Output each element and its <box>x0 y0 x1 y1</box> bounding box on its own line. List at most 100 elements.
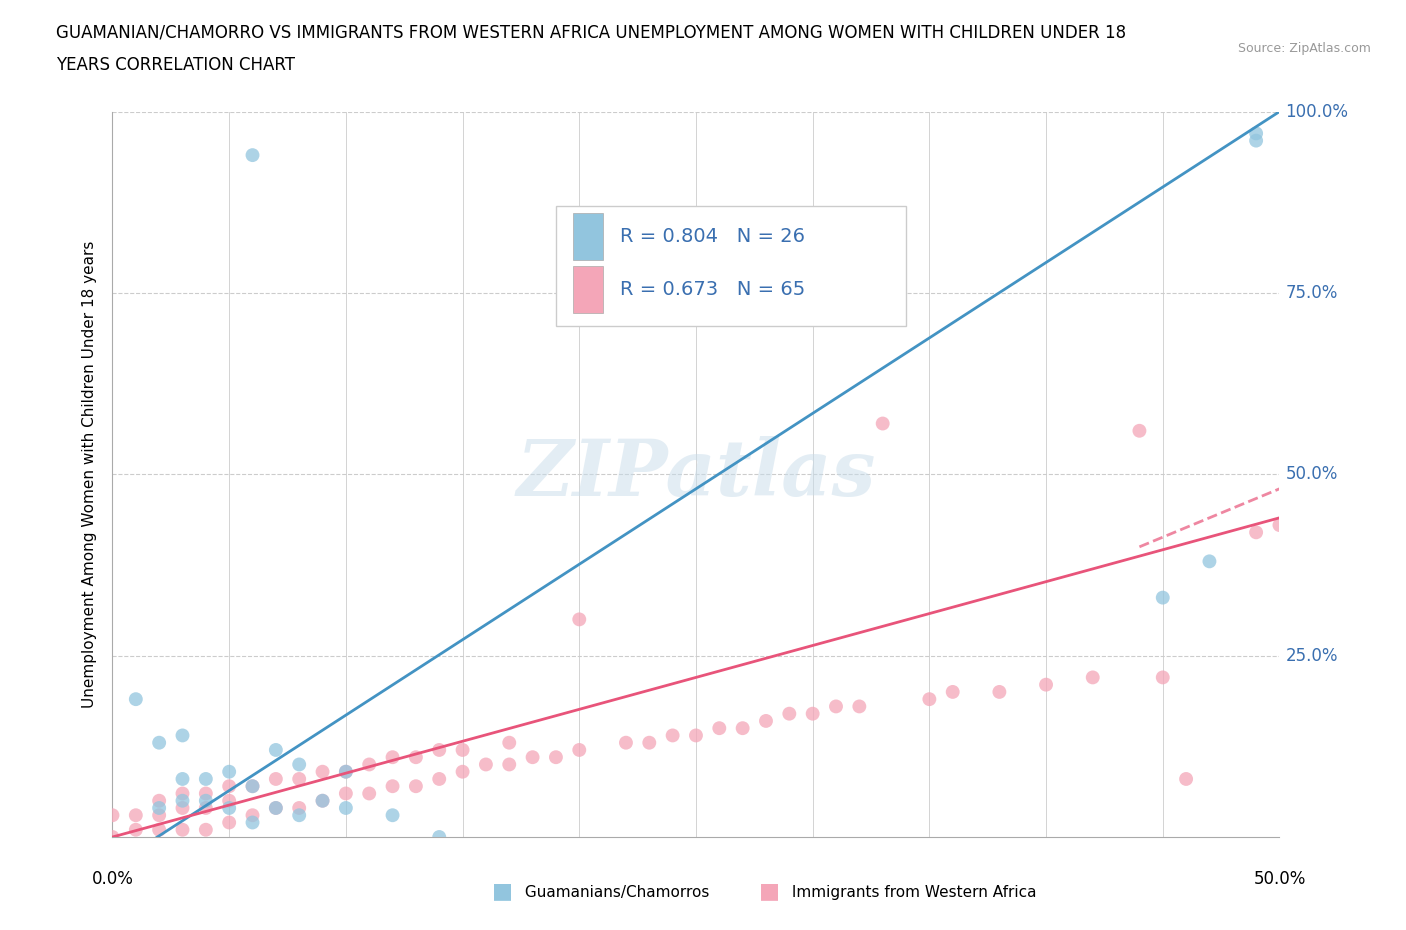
Point <box>264 772 287 787</box>
Text: Immigrants from Western Africa: Immigrants from Western Africa <box>787 885 1036 900</box>
Point <box>242 148 264 163</box>
Text: 0.0%: 0.0% <box>91 870 134 887</box>
Point <box>1244 133 1267 148</box>
Point <box>638 736 661 751</box>
Point <box>848 699 870 714</box>
Point <box>172 801 194 816</box>
Text: Guamanians/Chamorros: Guamanians/Chamorros <box>520 885 710 900</box>
Point <box>288 808 311 823</box>
Point <box>451 742 474 757</box>
Point <box>218 815 240 830</box>
Point <box>755 713 778 728</box>
Point <box>544 750 567 764</box>
Point <box>614 736 637 751</box>
Point <box>311 764 333 779</box>
Point <box>172 822 194 837</box>
Point <box>148 793 170 808</box>
Text: GUAMANIAN/CHAMORRO VS IMMIGRANTS FROM WESTERN AFRICA UNEMPLOYMENT AMONG WOMEN WI: GUAMANIAN/CHAMORRO VS IMMIGRANTS FROM WE… <box>56 23 1126 41</box>
Point <box>194 786 217 801</box>
Point <box>218 764 240 779</box>
Point <box>1152 591 1174 605</box>
Text: 25.0%: 25.0% <box>1285 646 1337 665</box>
Text: Source: ZipAtlas.com: Source: ZipAtlas.com <box>1237 42 1371 55</box>
Point <box>335 801 357 816</box>
Point <box>359 757 381 772</box>
Text: R = 0.673   N = 65: R = 0.673 N = 65 <box>620 280 806 299</box>
Point <box>381 778 404 793</box>
Point <box>335 786 357 801</box>
Point <box>685 728 707 743</box>
Point <box>405 778 427 793</box>
Point <box>242 815 264 830</box>
Point <box>427 830 450 844</box>
Point <box>264 801 287 816</box>
Point <box>218 801 240 816</box>
Point <box>172 772 194 787</box>
Text: 75.0%: 75.0% <box>1285 284 1337 302</box>
Point <box>194 772 217 787</box>
Text: R = 0.804   N = 26: R = 0.804 N = 26 <box>620 227 806 246</box>
Point <box>242 778 264 793</box>
Point <box>661 728 683 743</box>
Text: 50.0%: 50.0% <box>1253 870 1306 887</box>
Text: ZIPatlas: ZIPatlas <box>516 436 876 512</box>
Point <box>825 699 848 714</box>
Point <box>242 778 264 793</box>
Point <box>801 706 824 721</box>
Point <box>872 416 894 431</box>
Point <box>568 612 591 627</box>
Point <box>172 728 194 743</box>
Point <box>148 822 170 837</box>
Point <box>1128 423 1150 438</box>
Point <box>311 793 333 808</box>
Point <box>475 757 498 772</box>
Point <box>709 721 731 736</box>
Point <box>172 786 194 801</box>
Point <box>568 742 591 757</box>
Point <box>311 793 333 808</box>
Point <box>1244 126 1267 140</box>
Point <box>101 830 124 844</box>
FancyBboxPatch shape <box>574 266 603 313</box>
Point <box>427 742 450 757</box>
FancyBboxPatch shape <box>555 206 905 326</box>
Point <box>1035 677 1057 692</box>
Point <box>194 801 217 816</box>
Point <box>148 736 170 751</box>
Point <box>264 801 287 816</box>
Point <box>101 808 124 823</box>
Text: 100.0%: 100.0% <box>1285 102 1348 121</box>
Point <box>1175 772 1198 787</box>
Y-axis label: Unemployment Among Women with Children Under 18 years: Unemployment Among Women with Children U… <box>82 241 97 708</box>
Point <box>148 808 170 823</box>
Point <box>1244 525 1267 539</box>
Point <box>148 801 170 816</box>
Point <box>1152 670 1174 684</box>
Point <box>218 793 240 808</box>
Point <box>1081 670 1104 684</box>
Point <box>359 786 381 801</box>
Point <box>942 684 965 699</box>
Point <box>381 750 404 764</box>
Point <box>522 750 544 764</box>
Point <box>1198 554 1220 569</box>
Point <box>778 706 800 721</box>
Point <box>498 757 520 772</box>
Point <box>335 764 357 779</box>
Point <box>288 801 311 816</box>
Point <box>731 721 754 736</box>
Point <box>125 808 148 823</box>
Text: ■: ■ <box>492 882 513 901</box>
Point <box>172 793 194 808</box>
Point <box>218 778 240 793</box>
Point <box>335 764 357 779</box>
Point <box>288 757 311 772</box>
Point <box>918 692 941 707</box>
Point <box>264 742 287 757</box>
Point <box>194 793 217 808</box>
Point <box>194 822 217 837</box>
Point <box>1268 518 1291 533</box>
Point <box>125 822 148 837</box>
Point <box>125 692 148 707</box>
Text: ■: ■ <box>759 882 780 901</box>
